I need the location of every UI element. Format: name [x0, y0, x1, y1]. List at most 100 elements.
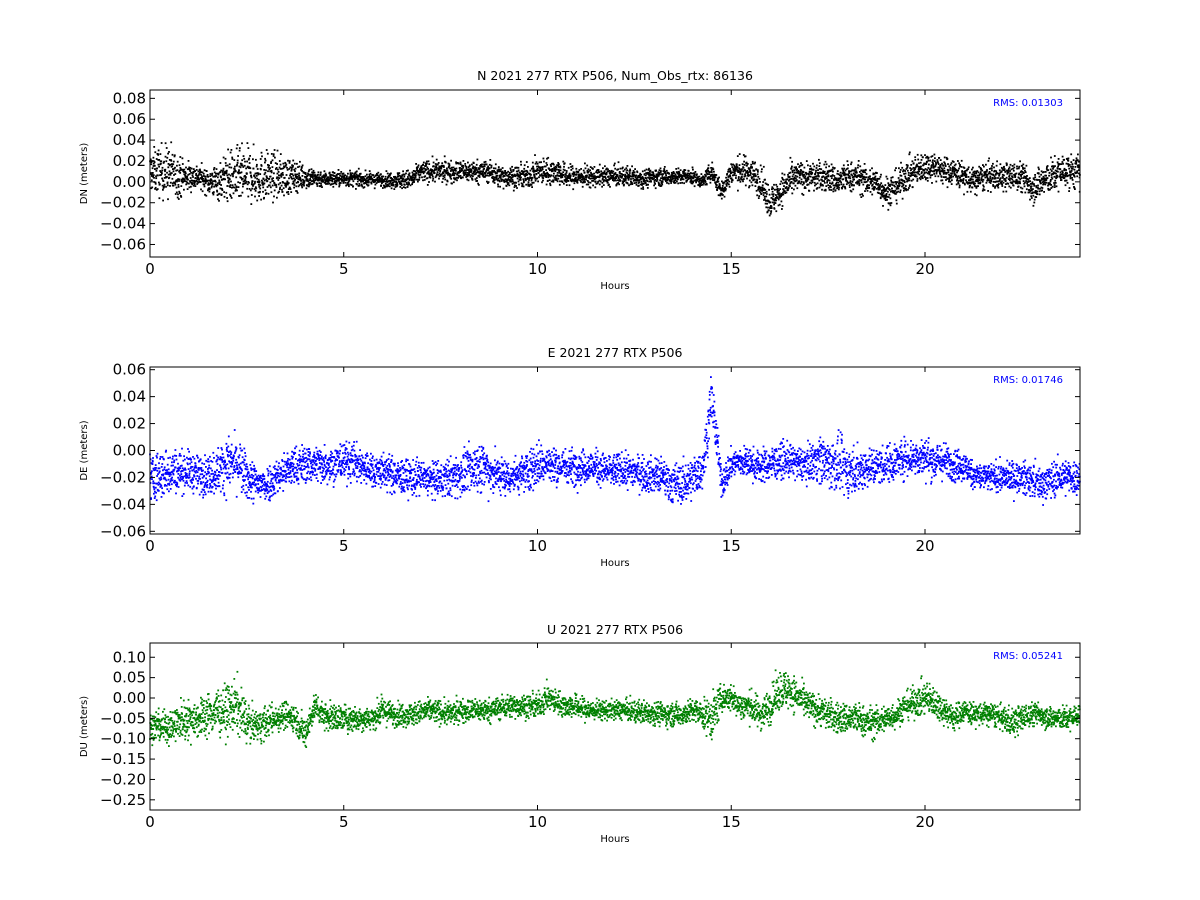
panel-north-data-point — [654, 175, 656, 178]
panel-north-data-point — [638, 184, 640, 187]
panel-north-data-point — [361, 177, 364, 180]
panel-north-data-point — [284, 165, 287, 167]
panel-north-data-point — [758, 195, 761, 197]
panel-north-data-point — [869, 175, 871, 178]
panel-north-data-point — [338, 184, 341, 186]
panel-north-data-point — [898, 182, 901, 184]
panel-north-data-point — [717, 180, 720, 183]
panel-north-data-point — [249, 155, 251, 157]
panel-north-data-point — [825, 175, 828, 178]
panel-north-data-point — [332, 182, 335, 185]
panel-north-data-point — [1018, 173, 1020, 176]
panel-north-data-point — [906, 169, 909, 172]
panel-north-data-point — [621, 175, 623, 178]
panel-north-data-point — [789, 171, 792, 174]
panel-north-data-point — [351, 177, 354, 180]
panel-north-data-point — [956, 179, 958, 182]
panel-north-data-point — [586, 164, 589, 167]
panel-north-data-point — [950, 183, 953, 185]
panel-north-data-point — [673, 181, 676, 184]
panel-north-data-point — [516, 187, 518, 189]
panel-north-data-point — [263, 179, 266, 182]
panel-north-data-point — [252, 158, 254, 161]
panel-north-data-point — [762, 165, 765, 168]
panel-north-data-point — [459, 171, 461, 173]
panel-north-data-point — [211, 182, 214, 185]
panel-north-data-point — [436, 171, 439, 173]
panel-north-data-point — [308, 185, 310, 188]
panel-north-data-point — [467, 174, 470, 176]
panel-north-data-point — [999, 171, 1002, 174]
panel-north-data-point — [722, 182, 725, 185]
panel-north-data-point — [297, 185, 300, 188]
panel-north-data-point — [736, 168, 738, 170]
panel-north-data-point — [882, 191, 885, 194]
panel-north-data-point — [367, 176, 370, 178]
panel-north-data-point — [719, 186, 721, 189]
panel-north-data-point — [388, 175, 390, 177]
panel-north-data-point — [415, 163, 417, 165]
panel-north-data-point — [632, 177, 634, 180]
panel-north-data-point — [768, 193, 771, 196]
panel-north-data-point — [417, 180, 419, 183]
panel-north-data-point — [990, 180, 993, 183]
panel-north-data-point — [978, 165, 981, 168]
panel-north-data-point — [753, 178, 756, 181]
panel-north-data-point — [949, 180, 952, 183]
panel-north-data-point — [1010, 168, 1013, 171]
panel-north-data-point — [580, 172, 583, 175]
panel-north-data-point — [821, 172, 824, 174]
panel-north-data-point — [166, 181, 169, 184]
panel-north-data-point — [589, 177, 592, 180]
panel-north-data-point — [911, 160, 914, 163]
panel-north-data-point — [471, 172, 474, 175]
panel-north-data-point — [328, 171, 331, 174]
panel-north-data-point — [307, 172, 309, 175]
panel-north-data-point — [621, 182, 624, 185]
panel-north-data-point — [176, 169, 179, 172]
panel-north-data-point — [1035, 186, 1038, 189]
panel-north-data-point — [962, 179, 965, 182]
panel-north-data-points — [149, 141, 1081, 217]
panel-north-data-point — [424, 175, 427, 178]
panel-north-data-point — [461, 176, 464, 179]
panel-north-data-point — [711, 173, 714, 176]
panel-north-data-point — [284, 183, 287, 185]
panel-north-data-point — [925, 177, 927, 179]
panel-north-data-point — [176, 164, 178, 167]
panel-north-data-point — [713, 179, 716, 182]
panel-north-data-point — [830, 182, 833, 185]
panel-north-data-point — [656, 178, 659, 181]
panel-north-data-point — [330, 176, 333, 179]
panel-north-data-point — [594, 175, 596, 177]
panel-north-data-point — [685, 180, 688, 183]
panel-north-data-point — [224, 178, 226, 181]
panel-north-data-point — [712, 168, 715, 171]
panel-north-data-point — [309, 182, 311, 184]
panel-north-data-point — [560, 173, 563, 175]
panel-north-data-point — [521, 170, 524, 173]
panel-north-data-point — [275, 168, 277, 170]
panel-north-data-point — [976, 185, 978, 188]
panel-north-data-point — [757, 188, 760, 190]
panel-north-data-point — [1013, 180, 1016, 183]
panel-north-data-point — [249, 189, 252, 192]
panel-north-data-point — [159, 170, 162, 172]
panel-north-data-point — [275, 177, 278, 180]
panel-north-data-point — [670, 180, 673, 182]
panel-north-data-point — [155, 175, 157, 178]
panel-north-data-point — [510, 171, 513, 173]
panel-north-data-point — [747, 171, 750, 174]
panel-north-data-point — [180, 185, 183, 187]
panel-north-data-point — [348, 179, 351, 182]
panel-north-data-point — [846, 160, 849, 163]
panel-north-data-point — [830, 189, 833, 191]
panel-north-data-point — [900, 161, 902, 164]
panel-north-data-point — [203, 169, 206, 172]
panel-north-data-point — [741, 176, 743, 178]
panel-north-data-point — [348, 178, 350, 181]
panel-north-data-point — [195, 172, 198, 175]
panel-north-data-point — [764, 189, 767, 191]
panel-north-data-point — [901, 185, 903, 188]
